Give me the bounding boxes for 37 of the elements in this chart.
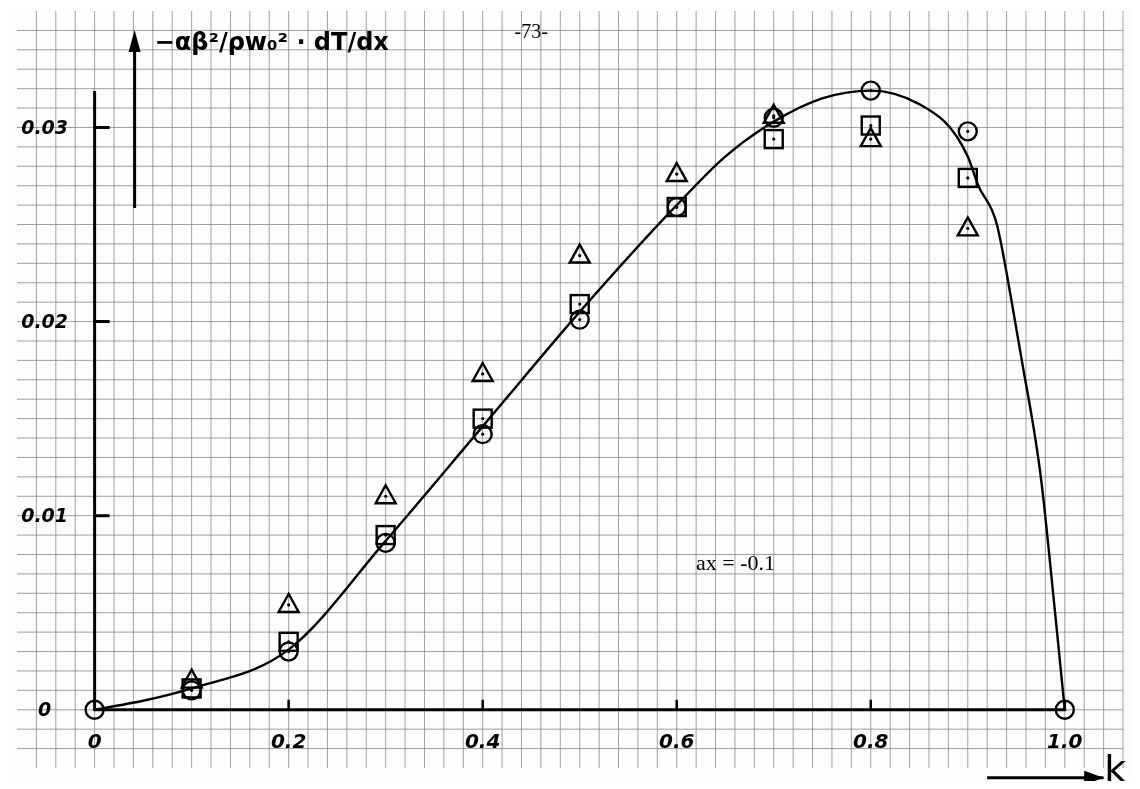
point <box>277 592 300 614</box>
y-tick-label: 0 <box>38 698 52 721</box>
y-tick-label: 0.03 <box>21 116 69 139</box>
point <box>568 243 591 264</box>
y-tick-label: 0.02 <box>21 310 69 333</box>
x-tick-label: 1.0 <box>1047 728 1083 753</box>
point <box>956 216 979 237</box>
x-axis-title: k <box>1104 746 1127 789</box>
point <box>859 126 882 148</box>
x-tick-label: 0.8 <box>853 728 889 753</box>
point <box>957 167 978 189</box>
annotation: -73- <box>514 20 548 42</box>
point <box>665 161 688 183</box>
point <box>374 484 397 505</box>
point <box>860 115 881 136</box>
point <box>180 668 203 689</box>
annotation: ax = -0.1 <box>696 550 776 576</box>
point <box>472 408 493 429</box>
x-tick-label: 0.4 <box>464 728 501 753</box>
x-tick-label: 0.6 <box>659 728 695 753</box>
y-tick-label: 0.01 <box>21 504 69 527</box>
y-axis-title: −αβ²/ρw₀² · dT/dx <box>154 28 390 56</box>
point <box>278 631 299 653</box>
x-tick-label: 0.2 <box>270 728 307 753</box>
point <box>375 532 396 554</box>
point <box>957 121 978 142</box>
point <box>375 524 396 546</box>
point <box>860 80 881 101</box>
point <box>472 423 493 445</box>
point <box>569 293 590 315</box>
point <box>471 361 494 383</box>
point <box>569 309 590 330</box>
point <box>1054 699 1075 720</box>
point <box>84 699 105 720</box>
x-tick-label: 0 <box>87 728 102 753</box>
point <box>763 128 784 150</box>
point <box>278 641 299 662</box>
